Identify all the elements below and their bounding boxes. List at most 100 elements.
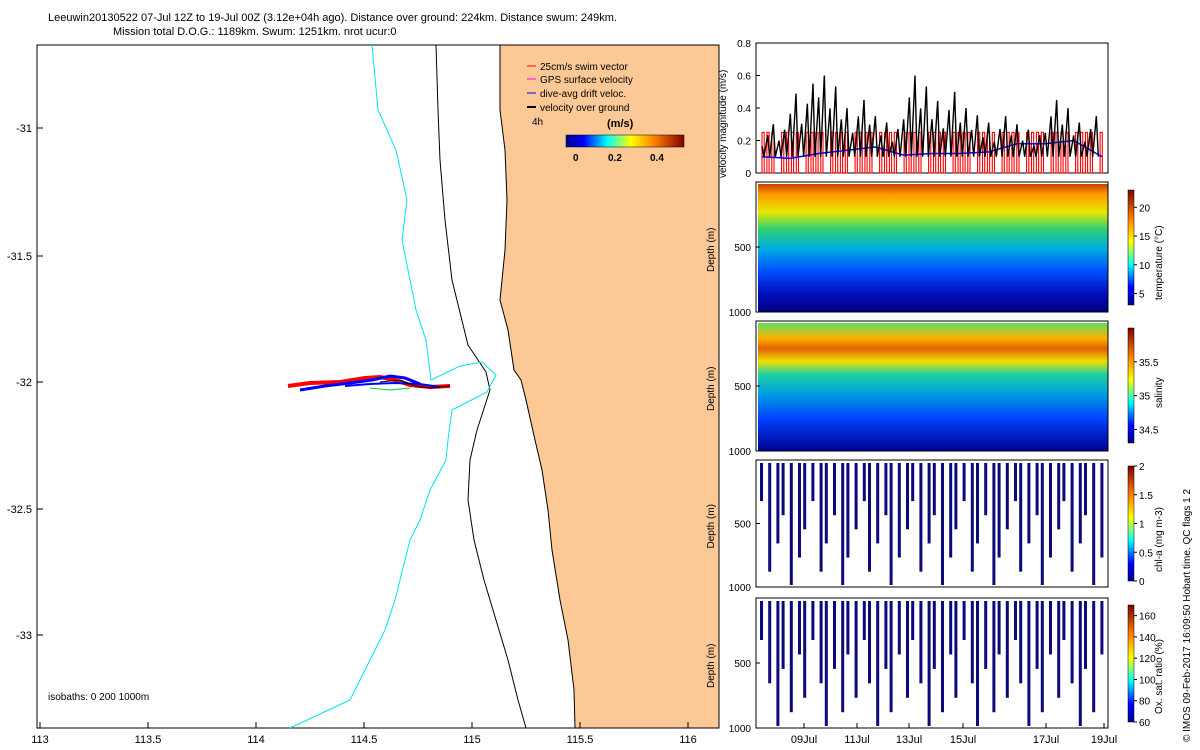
time-x-tick: 13Jul (896, 734, 922, 746)
oxygen-profile (1027, 601, 1031, 726)
salinity-colorbar (1127, 327, 1135, 444)
oxygen-profile (760, 601, 763, 640)
oxygen-profile (1040, 601, 1044, 713)
oxygen-profile (1005, 601, 1009, 698)
depth-tick: 1000 (729, 583, 752, 594)
velocity-colorbar (565, 134, 685, 148)
isobath-label: isobaths: 0 200 1000m (48, 692, 149, 703)
chlorophyll-profile (1040, 463, 1044, 585)
oxygen-profile (781, 601, 785, 669)
time-x-tick: 15Jul (950, 734, 976, 746)
colorbar-tick: 34.5 (1139, 425, 1159, 436)
salinity-colorbar-label: salinity (1154, 377, 1165, 408)
oxygen-profile (1035, 601, 1039, 669)
chlorophyll-profile (862, 463, 866, 502)
chlorophyll-profile (906, 463, 909, 530)
colorbar-title: (m/s) (607, 118, 634, 130)
oxygen-profile (1078, 601, 1082, 726)
oxygen-profile (992, 601, 996, 713)
oxygen-profile (819, 601, 823, 684)
depth-axis-label: Depth (m) (706, 644, 717, 688)
chlorophyll-profile (1100, 463, 1104, 558)
oxygen-axes (755, 597, 1109, 729)
land-area (499, 44, 720, 729)
chlorophyll-profile (841, 463, 845, 585)
oxygen-profile (976, 601, 979, 726)
chlorophyll-profile (1057, 463, 1061, 530)
depth-tick: 1000 (729, 724, 752, 735)
oxygen-profile (884, 601, 888, 669)
legend-swim-vector: 25cm/s swim vector (540, 62, 628, 73)
time-marker-label: 4h (532, 117, 543, 128)
oxygen-profile (768, 601, 772, 684)
depth-tick: 500 (734, 659, 751, 670)
velocity-y-tick: 0.4 (737, 104, 751, 115)
time-x-tick: 09Jul (791, 734, 817, 746)
chlorophyll-profile (997, 463, 1001, 558)
oxygen-profile (984, 601, 988, 669)
oxygen-profile (841, 601, 845, 713)
colorbar-tick-0: 0 (573, 153, 579, 164)
oxygen-profile (811, 601, 815, 640)
colorbar-tick: 160 (1139, 612, 1156, 623)
oxygen-profile (962, 601, 966, 640)
depth-tick: 500 (734, 382, 751, 393)
header-line-2: Mission total D.O.G.: 1189km. Swum: 1251… (113, 26, 397, 38)
chlorophyll-profile (984, 463, 988, 516)
legend-gps-velocity: GPS surface velocity (540, 75, 633, 86)
chlorophyll-profile (811, 463, 815, 502)
isobath-200-line (435, 44, 527, 729)
map-y-tick: -33 (16, 630, 32, 642)
chlorophyll-profile (1084, 463, 1087, 516)
chlorophyll-profile (854, 463, 858, 530)
chlorophyll-profile (1062, 463, 1066, 502)
temperature-colorbar-label: temperature (°C) (1154, 225, 1165, 300)
chlorophyll-profile (970, 463, 974, 572)
oxygen-profile (803, 601, 807, 698)
chlorophyll-axes (755, 459, 1109, 588)
velocity-y-tick: 0.2 (737, 137, 751, 148)
legend-drift-velocity: dive-avg drift veloc. (540, 89, 626, 100)
swim-vector-bar (790, 131, 795, 174)
oxygen-profile (854, 601, 858, 698)
swim-vector-bar (952, 131, 956, 174)
depth-axis-label: Depth (m) (706, 504, 717, 548)
colorbar-tick: 140 (1139, 633, 1156, 644)
chlorophyll-profile (932, 463, 936, 516)
chlorophyll-profile (976, 463, 979, 544)
chlorophyll-profile (911, 463, 915, 502)
colorbar-tick: 0.5 (1139, 548, 1153, 559)
temperature-field (758, 184, 1108, 312)
colorbar-tick: 20 (1139, 203, 1151, 214)
chlorophyll-profile (1078, 463, 1082, 544)
map-y-tick: -31 (16, 123, 32, 135)
oxygen-profile (876, 601, 880, 726)
time-x-tick: 11Jul (844, 734, 869, 746)
colorbar-tick: 5 (1139, 290, 1145, 301)
oxygen-profile (954, 601, 958, 698)
glider-track (287, 374, 451, 392)
swim-vector-bar (913, 131, 917, 174)
oxygen-profile (862, 601, 866, 640)
chlorophyll-profile (1027, 463, 1031, 544)
chlorophyll-profile (781, 463, 785, 516)
chlorophyll-profile (789, 463, 793, 585)
chlorophyll-profile (884, 463, 888, 516)
velocity-over-ground-line (761, 75, 1100, 157)
swim-vector-bar (879, 131, 883, 174)
salinity-panel (755, 320, 1135, 452)
depth-tick: 500 (734, 243, 751, 254)
legend-velocity-over-ground: velocity over ground (540, 103, 630, 114)
oxygen-profile (868, 601, 871, 684)
oxygen-profile (824, 601, 828, 726)
chlorophyll-profile (1014, 463, 1017, 502)
colorbar-tick: 2 (1139, 462, 1145, 473)
chlorophyll-profile (803, 463, 807, 530)
map-x-tick: 114.5 (351, 734, 378, 746)
map-x-tick: 116 (679, 734, 697, 746)
swim-vector-bar (1099, 131, 1103, 174)
swim-vector-bar (918, 131, 922, 174)
colorbar-tick: 10 (1139, 261, 1151, 272)
colorbar-tick: 60 (1139, 718, 1151, 729)
oxygen-profile (789, 601, 793, 713)
